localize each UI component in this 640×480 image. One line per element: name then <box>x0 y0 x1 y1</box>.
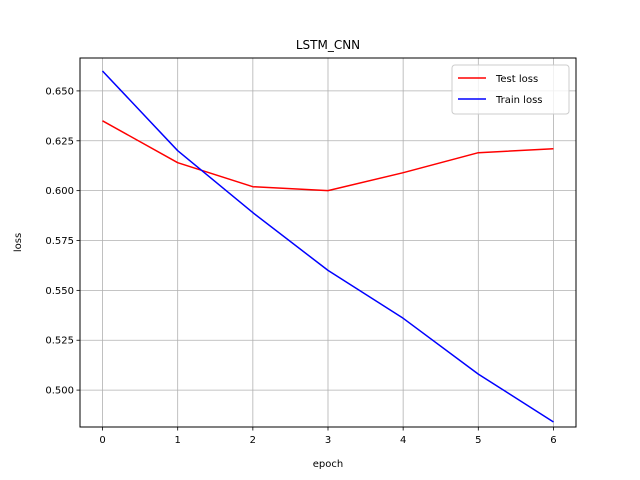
y-tick-label: 0.600 <box>45 186 74 197</box>
y-tick-label: 0.500 <box>45 386 74 397</box>
x-axis-label: epoch <box>313 459 343 470</box>
grid <box>80 58 576 427</box>
y-tick-label: 0.625 <box>45 136 74 147</box>
x-tick-label: 6 <box>550 435 556 446</box>
legend-label: Test loss <box>495 74 538 85</box>
y-tick-label: 0.650 <box>45 86 74 97</box>
y-tick-label: 0.525 <box>45 336 74 347</box>
y-tick-label: 0.575 <box>45 236 74 247</box>
x-tick-label: 4 <box>400 435 406 446</box>
series-group <box>101 70 554 423</box>
y-tick-label: 0.550 <box>45 286 74 297</box>
y-axis-label: loss <box>13 233 24 252</box>
x-tick-label: 3 <box>325 435 331 446</box>
x-tick-label: 5 <box>475 435 481 446</box>
series-line-1 <box>101 70 554 423</box>
x-tick-label: 1 <box>175 435 181 446</box>
legend: Test loss Train loss <box>451 64 570 115</box>
series-line-0 <box>102 120 554 192</box>
chart-title: LSTM_CNN <box>296 38 360 52</box>
legend-box <box>451 64 570 115</box>
ticks: 0 1 2 3 4 5 6 0.500 0.525 0.550 0.575 0.600 0.625 0.6… <box>45 86 556 446</box>
x-tick-label: 2 <box>250 435 256 446</box>
legend-label: Train loss <box>495 95 543 106</box>
x-tick-label: 0 <box>99 435 105 446</box>
